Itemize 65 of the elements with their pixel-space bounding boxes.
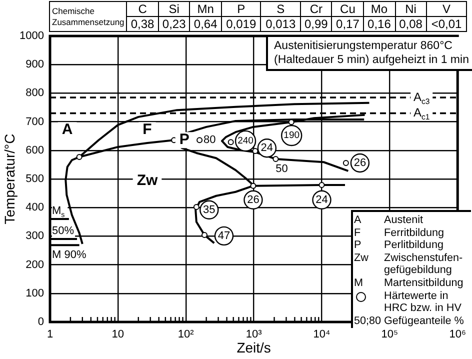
y-tick-label: 1000 <box>20 30 44 42</box>
x-tick-label: Si <box>158 2 190 16</box>
x-tick-label: C <box>126 2 158 16</box>
y-tick-label: 500 <box>26 173 44 186</box>
text: 0,013 <box>266 17 296 31</box>
annotation: P <box>179 131 190 148</box>
x-tick-label: 10 <box>112 328 124 341</box>
y-tick-label: 900 <box>26 58 44 71</box>
annotation: 47 <box>218 230 230 242</box>
text: M Martensitbildung <box>354 276 464 289</box>
annotation: Zw <box>136 172 158 190</box>
annotation: 35 <box>203 204 216 216</box>
x-tick-label: Cr <box>300 2 332 16</box>
y-axis-title: Temperatur/°C <box>1 134 18 224</box>
series-label: M 90% <box>52 249 86 262</box>
annotation: Härtewerte in HRC bzw. in HV <box>384 290 462 315</box>
text: <0,01 <box>431 17 462 31</box>
y-tick-label: 100 <box>26 287 44 300</box>
annotation: 24 <box>316 194 328 206</box>
x-axis-title: Zeit/s <box>236 339 271 356</box>
x-tick-label: 10² <box>178 328 194 341</box>
text: 0,64 <box>194 17 218 31</box>
y-tick-label: 600 <box>26 144 44 156</box>
x-tick-label: Mn <box>190 2 222 16</box>
y-tick-label: 0 <box>38 316 44 328</box>
y-tick-label: 400 <box>26 202 44 214</box>
annotation: F <box>142 121 152 138</box>
x-tick-label: Ni <box>395 2 427 16</box>
x-tick-label: Mo <box>363 2 395 16</box>
x-tick-label: 10⁴ <box>313 328 330 341</box>
text: 0,99 <box>304 17 328 31</box>
text: F Ferritbildung <box>354 226 444 239</box>
x-tick-label: P <box>221 2 261 16</box>
annotation: 50 <box>276 163 288 176</box>
series-label: 50% <box>52 225 74 238</box>
text: A Austenit <box>354 214 424 226</box>
text: 0,019 <box>226 17 256 31</box>
x-tick-label: 10⁶ <box>449 328 466 341</box>
y-tick-label: 200 <box>26 258 44 271</box>
annotation: 190 <box>284 130 300 142</box>
x-tick-label: S <box>260 2 300 16</box>
annotation: 26 <box>354 157 366 170</box>
text: 0,23 <box>162 17 186 31</box>
annotation: 50;80 Gefügeanteile % <box>354 314 465 328</box>
x-tick-label: V <box>426 2 466 16</box>
annotation: 24 <box>260 142 274 154</box>
y-tick-label: Chemische Zusammensetzung <box>50 2 127 32</box>
y-tick-label: 800 <box>26 87 44 100</box>
annotation: 240 <box>238 136 254 147</box>
text: 0,16 <box>368 17 391 31</box>
x-tick-label: 10³ <box>246 328 262 341</box>
y-tick-label: 300 <box>26 230 44 242</box>
annotation: Austenitisierungstemperatur 860°C (Haltedauer 5 min) aufgeheizt in 1 min <box>266 37 472 71</box>
text: P Perlitbildung <box>354 239 444 252</box>
y-tick-label: 700 <box>26 116 44 128</box>
annotation: 80 <box>204 134 216 146</box>
x-tick-label: Cu <box>332 2 364 16</box>
text: 0,17 <box>336 17 360 31</box>
text: 0,38 <box>130 17 154 31</box>
text: Zw Zwischenstufen-gefügebildung <box>354 252 463 276</box>
x-tick-label: 10⁵ <box>381 328 398 341</box>
x-tick-label: 1 <box>46 328 54 341</box>
annotation: 26 <box>247 194 260 206</box>
annotation: A <box>62 121 73 138</box>
text: 0,08 <box>399 17 422 31</box>
